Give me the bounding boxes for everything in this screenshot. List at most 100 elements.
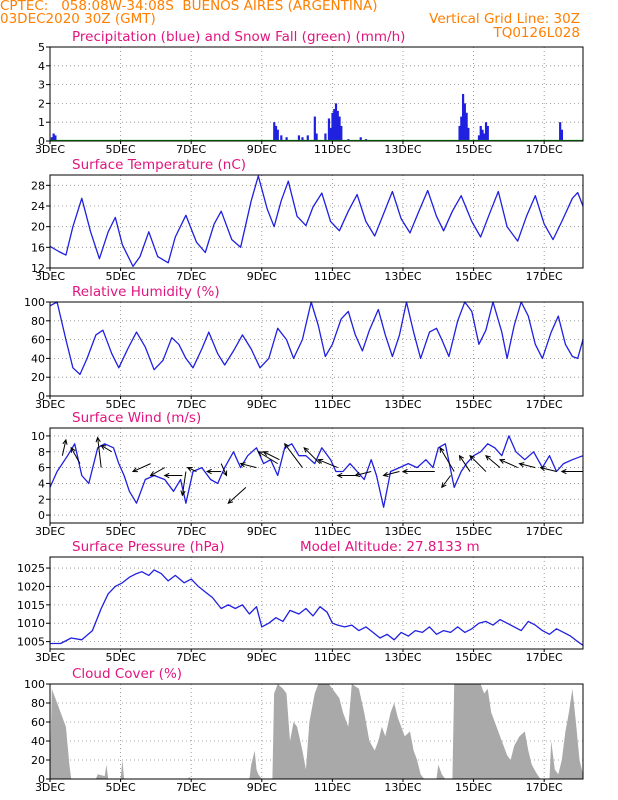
wind-arrow [61, 438, 68, 456]
pressure-annotation: Model Altitude: 27.8133 m [300, 539, 480, 555]
wind-ytick-label: 0 [38, 509, 45, 522]
precipitation-xtick-label: 17DEC [526, 143, 563, 156]
wind-arrow [539, 466, 557, 473]
wind-arrow [220, 463, 228, 477]
wind-arrow [469, 454, 487, 472]
humidity-xtick-label: 7DEC [176, 398, 206, 411]
precip-bar [560, 129, 564, 141]
cloud-cover-xtick-label: 9DEC [247, 781, 277, 794]
humidity-ytick-label: 0 [38, 390, 45, 403]
wind-xtick-label: 5DEC [106, 525, 136, 538]
wind-arrow-head [485, 454, 491, 461]
wind-arrow-head [262, 451, 269, 457]
temperature-xtick-label: 13DEC [384, 270, 421, 283]
wind-arrow-head [441, 482, 447, 489]
wind-arrow-head [499, 459, 506, 464]
humidity-xtick-label: 11DEC [314, 398, 351, 411]
precip-bar [285, 137, 288, 141]
wind-arrow [95, 436, 102, 468]
pressure-xtick-label: 7DEC [176, 651, 206, 664]
precip-bar [481, 129, 484, 141]
wind-arrow-head [560, 468, 567, 475]
wind-arrow [70, 446, 81, 464]
humidity-line [49, 301, 584, 376]
wind-arrow-head [239, 462, 246, 468]
humidity-xtick-label: 3DEC [35, 398, 65, 411]
humidity-ytick-label: 80 [31, 315, 45, 328]
pressure-ytick-label: 1005 [17, 636, 45, 649]
wind-arrow-shaft [469, 455, 487, 472]
header-date: 03DEC2020 30Z (GMT) [0, 11, 156, 27]
precipitation-xtick-label: 9DEC [247, 143, 277, 156]
wind-arrow-shaft [540, 467, 557, 473]
precip-bar [315, 133, 318, 141]
pressure-ytick-label: 1025 [17, 562, 45, 575]
wind-arrow [336, 472, 356, 479]
precip-bar [331, 112, 334, 141]
wind-arrow-shaft [519, 463, 536, 469]
temperature-ytick-label: 28 [31, 179, 45, 192]
precip-bar [467, 127, 470, 141]
wind-arrow [458, 454, 471, 472]
precip-bar [54, 135, 57, 141]
cloud-cover-xtick-label: 13DEC [384, 781, 421, 794]
wind-xtick-label: 17DEC [526, 525, 563, 538]
temperature-xtick-label: 3DEC [35, 270, 65, 283]
pressure-frame [49, 556, 584, 650]
temperature-xtick-label: 17DEC [526, 270, 563, 283]
wind-title: Surface Wind (m/s) [72, 410, 201, 426]
cloud-cover-xtick-label: 15DEC [455, 781, 492, 794]
wind-ytick-label: 8 [38, 446, 45, 459]
wind-xtick-label: 13DEC [384, 525, 421, 538]
precipitation-title: Precipitation (blue) and Snow Fall (gree… [72, 29, 405, 45]
cloud-cover-xtick-label: 5DEC [106, 781, 136, 794]
temperature-xtick-label: 11DEC [314, 270, 351, 283]
wind-arrow [485, 454, 501, 468]
wind-arrow-shaft [97, 437, 102, 468]
precipitation-ytick-label: 2 [38, 97, 45, 110]
precip-bar [463, 103, 466, 141]
precip-bar [50, 137, 53, 141]
precipitation-xtick-label: 13DEC [384, 143, 421, 156]
precipitation-frame [49, 46, 584, 142]
header-model-id: TQ0126L028 [493, 25, 580, 41]
wind-arrow [303, 446, 321, 464]
temperature-xtick-label: 9DEC [247, 270, 277, 283]
humidity-ytick-label: 60 [31, 334, 45, 347]
wind-arrow-head [336, 472, 343, 479]
wind-arrow-head [518, 462, 525, 468]
precip-bar [559, 122, 562, 141]
wind-arrow [518, 462, 536, 469]
wind-arrow-head [100, 444, 107, 450]
pressure-xtick-label: 13DEC [384, 651, 421, 664]
wind-line [49, 435, 584, 508]
cloud-cover-xtick-label: 17DEC [526, 781, 563, 794]
wind-xtick-label: 15DEC [455, 525, 492, 538]
humidity-xtick-label: 9DEC [247, 398, 277, 411]
wind-arrow-shaft [150, 467, 165, 476]
wind-arrow-head [303, 446, 310, 453]
cloud-cover-ytick-label: 0 [38, 773, 45, 786]
wind-arrow [149, 467, 165, 477]
pressure-panel: 1005 1010 1015 1020 1025 3DEC 5DEC 7DEC 9DEC 11DE… [17, 539, 584, 664]
wind-arrow-head [284, 442, 290, 449]
wind-arrow-shaft [70, 447, 81, 464]
wind-xtick-label: 7DEC [176, 525, 206, 538]
precip-bar [465, 112, 468, 141]
wind-arrow-head [257, 451, 264, 457]
pressure-ytick-label: 1015 [17, 599, 45, 612]
cloud-cover-ytick-label: 20 [31, 754, 45, 767]
wind-panel: 0 2 4 6 8 10 3DEC 5DEC 7DEC 9DEC 11DEC 13DEC 15DEC 17… [31, 410, 584, 538]
wind-arrow [163, 472, 183, 479]
wind-arrow-shaft [383, 471, 400, 476]
wind-arrow-shaft [263, 451, 280, 461]
wind-arrow [180, 471, 187, 497]
wind-arrow [560, 468, 583, 475]
humidity-frame [49, 301, 584, 397]
wind-arrow-shaft [459, 455, 471, 472]
wind-arrow-head [180, 490, 186, 497]
wind-ytick-label: 6 [38, 462, 45, 475]
precip-bar [324, 133, 327, 141]
wind-arrow [439, 446, 455, 472]
pressure-ytick-label: 1010 [17, 617, 45, 630]
